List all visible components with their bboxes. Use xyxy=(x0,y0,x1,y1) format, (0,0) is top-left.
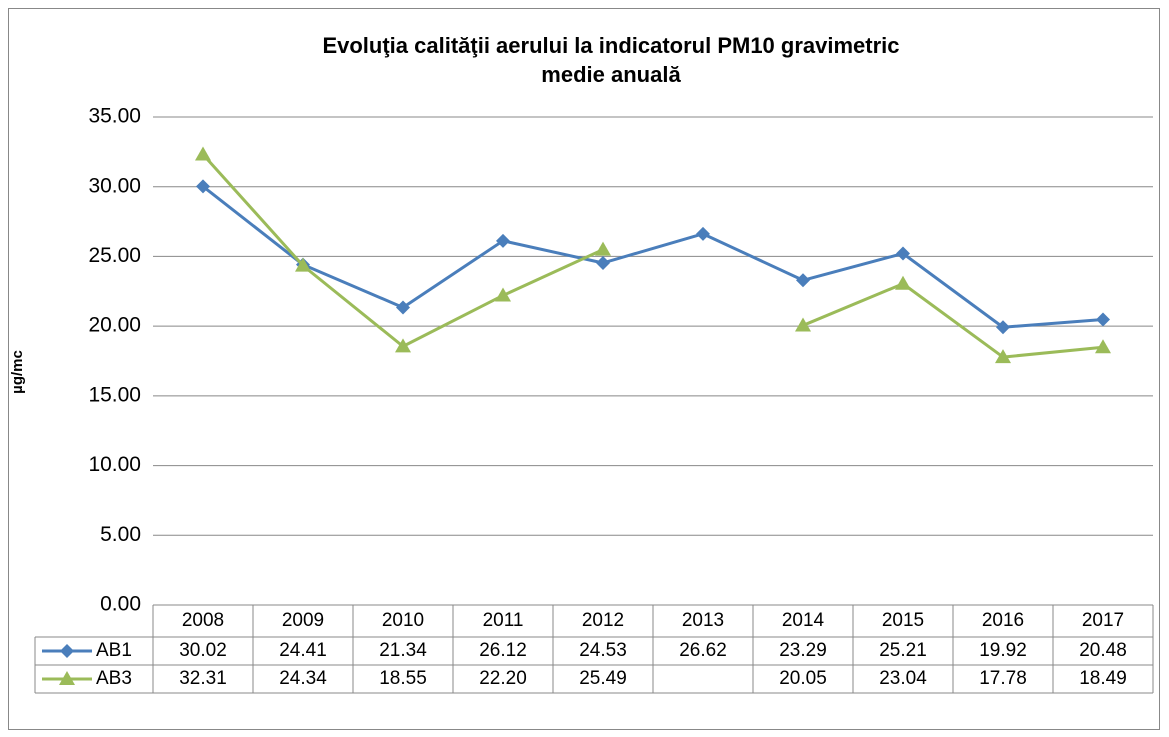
marker xyxy=(195,146,211,161)
table-value: 18.49 xyxy=(1079,668,1127,689)
x-tick-label: 2013 xyxy=(682,610,724,631)
x-tick-label: 2014 xyxy=(782,610,825,631)
marker xyxy=(495,287,511,302)
marker xyxy=(896,246,910,261)
x-tick-label: 2017 xyxy=(1082,610,1124,631)
marker xyxy=(895,275,911,290)
table-value: 23.04 xyxy=(879,668,927,689)
y-tick-label: 20.00 xyxy=(88,314,141,337)
table-value: 17.78 xyxy=(979,668,1027,689)
table-value: 25.49 xyxy=(579,668,627,689)
x-tick-label: 2011 xyxy=(483,610,524,631)
chart-title: Evoluţia calităţii aerului la indicatoru… xyxy=(322,33,899,58)
marker xyxy=(496,233,510,248)
table-value: 19.92 xyxy=(979,640,1027,661)
table-value: 24.34 xyxy=(279,668,327,689)
table-value: 30.02 xyxy=(179,640,227,661)
marker xyxy=(395,338,411,353)
chart-subtitle: medie anuală xyxy=(541,62,681,87)
table-value: 25.21 xyxy=(879,640,927,661)
table-value: 21.34 xyxy=(379,640,427,661)
series-line xyxy=(202,185,1104,329)
legend-label: AB1 xyxy=(96,640,132,661)
table-value: 20.48 xyxy=(1079,640,1127,661)
marker xyxy=(795,317,811,332)
table-value: 20.05 xyxy=(779,668,827,689)
legend-marker xyxy=(60,644,74,658)
y-tick-label: 10.00 xyxy=(88,453,141,476)
x-tick-label: 2010 xyxy=(382,610,424,631)
table-value: 22.20 xyxy=(479,668,527,689)
table-value: 24.41 xyxy=(279,640,327,661)
y-tick-label: 30.00 xyxy=(88,174,141,197)
marker xyxy=(696,226,710,241)
table-value: 18.55 xyxy=(379,668,427,689)
table-value: 26.12 xyxy=(479,640,527,661)
x-tick-label: 2015 xyxy=(882,610,924,631)
y-tick-label: 0.00 xyxy=(100,593,141,616)
chart-border xyxy=(8,8,1160,730)
x-tick-label: 2016 xyxy=(982,610,1024,631)
table-value: 26.62 xyxy=(679,640,727,661)
marker xyxy=(595,241,611,256)
x-tick-label: 2012 xyxy=(582,610,624,631)
y-tick-label: 15.00 xyxy=(88,383,141,406)
marker xyxy=(1095,339,1111,354)
legend-label: AB3 xyxy=(96,668,132,689)
marker xyxy=(996,320,1010,335)
legend-marker xyxy=(59,671,75,685)
table-value: 24.53 xyxy=(579,640,627,661)
y-axis-label: µg/mc xyxy=(9,350,26,394)
marker xyxy=(295,257,311,272)
marker xyxy=(396,300,410,315)
table-value: 23.29 xyxy=(779,640,827,661)
table-value: 32.31 xyxy=(179,668,227,689)
marker xyxy=(796,273,810,288)
marker xyxy=(995,349,1011,364)
x-tick-label: 2009 xyxy=(282,610,324,631)
y-tick-label: 5.00 xyxy=(100,523,141,546)
x-tick-label: 2008 xyxy=(182,610,224,631)
y-tick-label: 25.00 xyxy=(88,244,141,267)
marker xyxy=(1096,312,1110,327)
marker xyxy=(196,179,210,194)
y-tick-label: 35.00 xyxy=(88,105,141,128)
marker xyxy=(596,255,610,270)
